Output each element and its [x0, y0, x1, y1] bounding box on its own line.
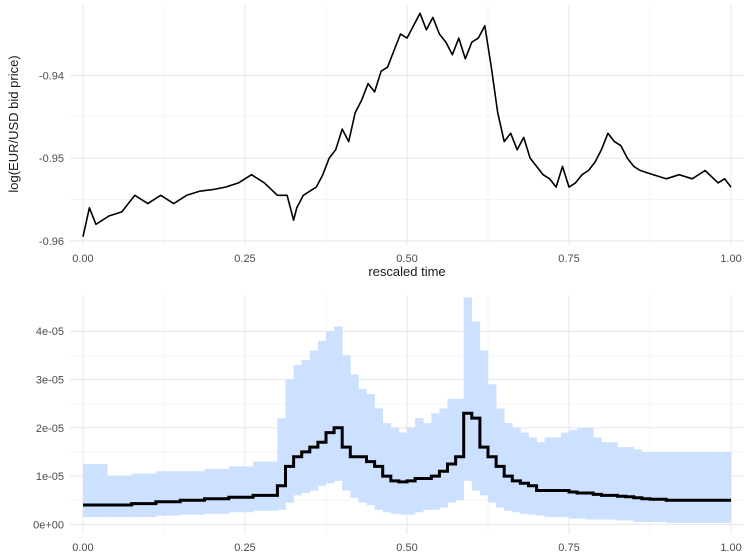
credible-band-segment: [536, 442, 546, 516]
credible-band-segment: [512, 427, 521, 513]
credible-band-segment: [625, 447, 635, 521]
credible-band-segment: [366, 393, 375, 506]
credible-band-segment: [358, 389, 367, 503]
credible-band-segment: [528, 437, 537, 515]
credible-band-segment: [82, 463, 108, 518]
credible-band-segment: [641, 451, 651, 522]
volatility-chart-band: [82, 297, 732, 523]
credible-band-segment: [325, 331, 335, 484]
credible-band-segment: [496, 408, 505, 508]
volatility-chart-y-ticks: 0e+00 1e-05 2e-05 3e-05 4e-05: [33, 326, 64, 531]
credible-band-segment: [285, 379, 294, 503]
credible-band-segment: [447, 398, 456, 503]
price-chart-x-tick-label: 0.25: [234, 253, 255, 265]
credible-band-segment: [204, 468, 230, 514]
credible-band-segment: [107, 476, 132, 518]
credible-band-segment: [544, 437, 554, 518]
volatility-chart-panel: 0.00 0.25 0.50 0.75 1.00 0e+00 1e-05 2e-05 3e-0…: [33, 295, 744, 552]
price-chart-series: [82, 12, 732, 237]
volatility-chart-y-tick-label: 3e-05: [36, 374, 64, 386]
credible-band-segment: [569, 430, 578, 519]
credible-band-segment: [253, 461, 278, 511]
credible-band-segment: [431, 413, 440, 510]
credible-band-segment: [601, 442, 610, 520]
credible-band-segment: [374, 408, 383, 510]
credible-band-segment: [407, 427, 416, 515]
credible-band-segment: [131, 473, 157, 518]
price-chart-grid: [70, 5, 744, 245]
volatility-chart-y-tick-label: 4e-05: [36, 326, 64, 338]
volatility-chart-x-tick-label: 0.75: [558, 542, 579, 552]
credible-band-segment: [560, 432, 570, 518]
credible-band-segment: [479, 350, 489, 496]
price-chart-x-tick-label: 0.75: [558, 253, 579, 265]
volatility-chart-y-tick-label: 2e-05: [36, 423, 64, 435]
volatility-chart-x-tick-label: 0.00: [72, 542, 93, 552]
credible-band-segment: [520, 432, 529, 514]
credible-band-segment: [334, 326, 343, 481]
price-chart-x-tick-label: 0.00: [72, 253, 93, 265]
credible-band-segment: [471, 321, 481, 491]
credible-band-segment: [423, 422, 432, 510]
price-chart-y-tick-label: -0.95: [39, 153, 64, 165]
credible-band-segment: [552, 437, 562, 518]
credible-band-segment: [228, 466, 254, 513]
credible-band-segment: [585, 427, 594, 520]
credible-band-segment: [455, 398, 465, 501]
credible-band-segment: [415, 418, 424, 513]
credible-band-segment: [342, 355, 351, 491]
credible-band-segment: [504, 422, 513, 511]
price-chart-y-tick-label: -0.96: [39, 236, 64, 248]
volatility-step-line: [83, 411, 731, 507]
credible-band-segment: [390, 427, 400, 514]
price-chart-y-axis-title: log(EUR/USD bid price): [6, 55, 21, 192]
credible-band-segment: [577, 427, 586, 519]
credible-band-segment: [350, 374, 359, 498]
credible-band-segment: [398, 432, 408, 515]
credible-band-segment: [617, 447, 627, 521]
credible-band-segment: [488, 384, 497, 503]
credible-band-segment: [301, 360, 311, 493]
credible-band-segment: [309, 350, 319, 491]
price-chart-x-tick-label: 0.50: [396, 253, 417, 265]
credible-band-segment: [317, 340, 327, 486]
volatility-chart-x-tick-label: 1.00: [720, 542, 741, 552]
credible-band-segment: [439, 408, 448, 508]
credible-band-segment: [277, 418, 286, 510]
credible-band-segment: [180, 471, 205, 515]
price-chart-x-tick-label: 1.00: [720, 253, 741, 265]
credible-band-segment: [650, 451, 667, 522]
credible-band-segment: [633, 449, 643, 522]
volatility-chart-y-tick-label: 1e-05: [36, 471, 64, 483]
price-series-line: [82, 12, 732, 237]
price-chart-y-ticks: -0.96 -0.95 -0.94: [39, 70, 64, 248]
price-chart-x-ticks: 0.00 0.25 0.50 0.75 1.00: [72, 253, 741, 265]
volatility-chart-x-tick-label: 0.25: [234, 542, 255, 552]
credible-band-segment: [293, 365, 302, 496]
credible-band-segment: [609, 442, 618, 520]
credible-band-segment: [593, 437, 602, 520]
price-chart-y-tick-label: -0.94: [39, 70, 64, 82]
credible-band-segment: [155, 471, 181, 516]
volatility-chart-y-tick-label: 0e+00: [33, 519, 64, 531]
volatility-chart-x-ticks: 0.00 0.25 0.50 0.75 1.00: [72, 542, 741, 552]
credible-band-segment: [382, 422, 392, 513]
volatility-chart-series: [83, 411, 731, 507]
volatility-chart-x-tick-label: 0.50: [396, 542, 417, 552]
credible-band-segment: [463, 297, 473, 481]
credible-band-segment: [666, 451, 732, 523]
price-chart-panel: 0.00 0.25 0.50 0.75 1.00 -0.96 -0.95 -0.94 res…: [6, 5, 744, 279]
price-chart-x-axis-title: rescaled time: [368, 264, 445, 279]
